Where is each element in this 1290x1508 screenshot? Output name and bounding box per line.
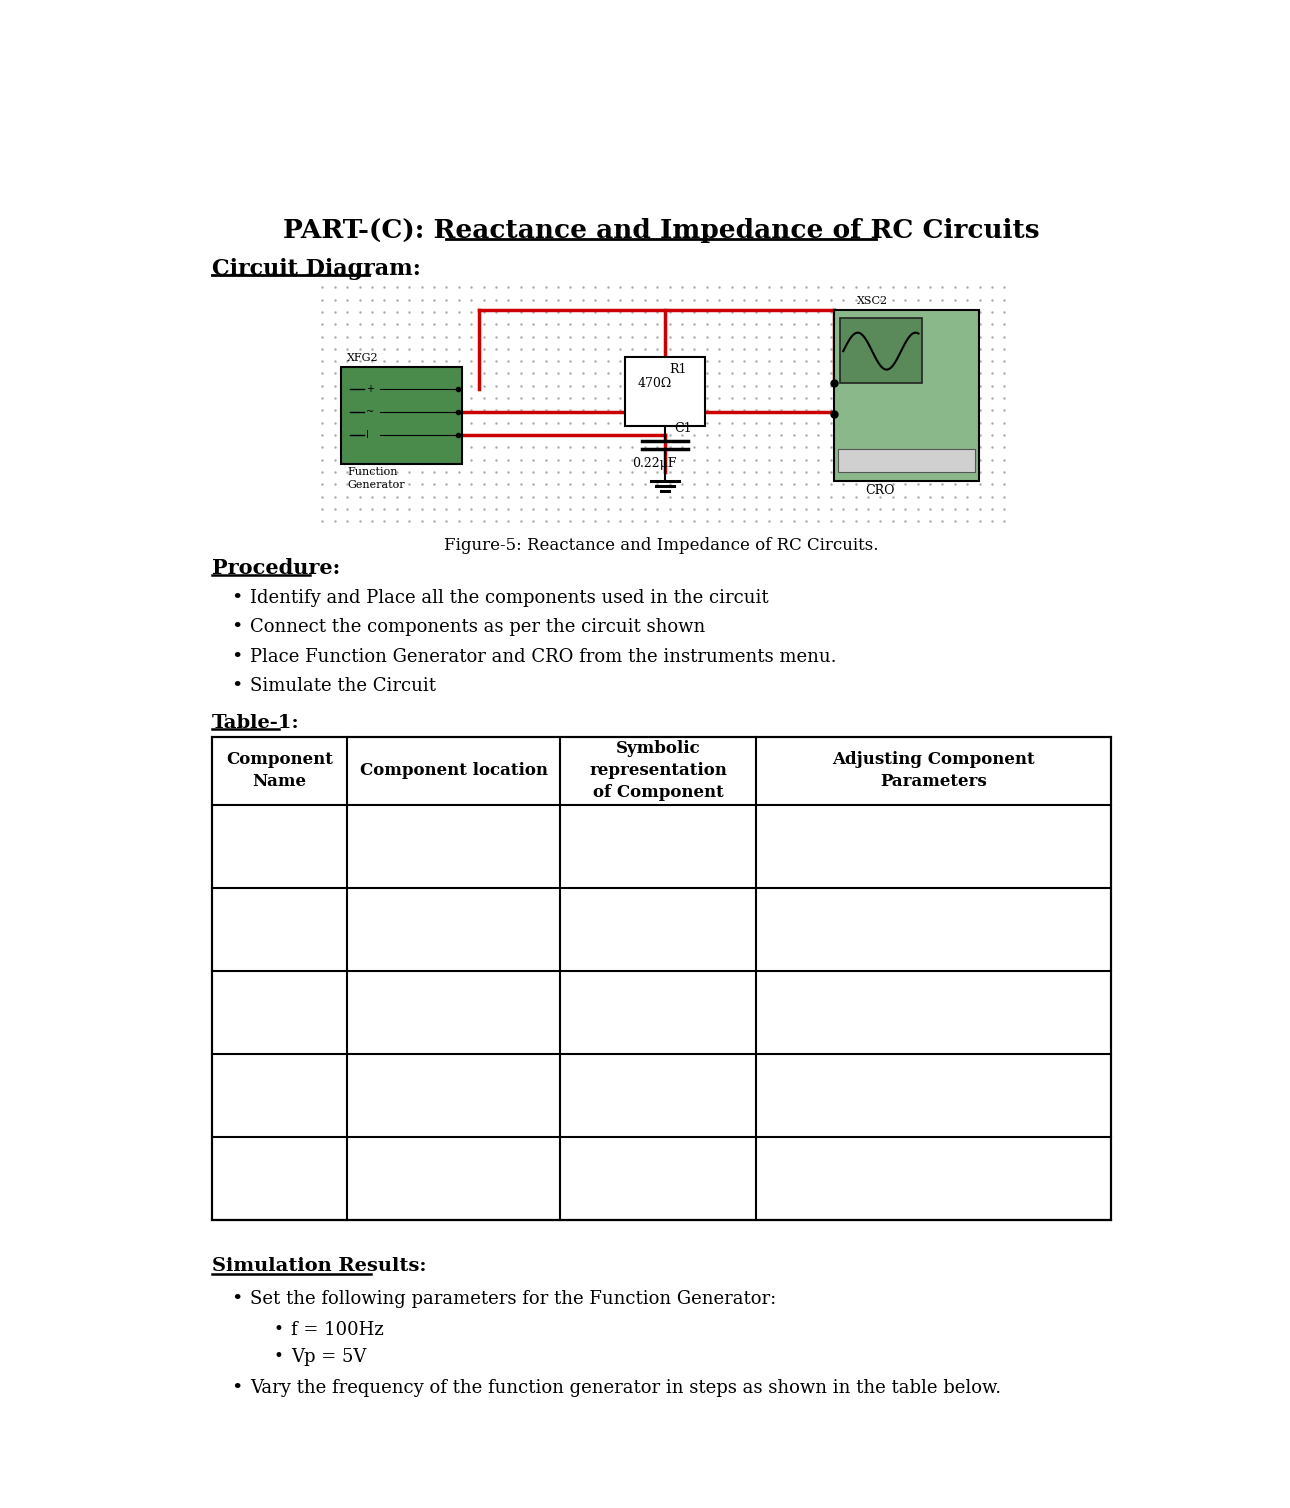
Bar [837,449,975,472]
Text: XSC2: XSC2 [857,296,889,306]
Text: 470Ω: 470Ω [637,377,672,391]
Text: XFG2: XFG2 [347,353,379,363]
Text: Function: Function [347,467,397,478]
Text: Adjusting Component
Parameters: Adjusting Component Parameters [832,751,1035,790]
Text: Symbolic
representation
of Component: Symbolic representation of Component [590,740,728,801]
Text: •: • [231,618,243,636]
Text: Place Function Generator and CRO from the instruments menu.: Place Function Generator and CRO from th… [250,647,837,665]
Text: +: + [366,385,374,394]
Text: Component
Name: Component Name [226,751,333,790]
Text: Table-1:: Table-1: [212,713,299,731]
Text: Identify and Place all the components used in the circuit: Identify and Place all the components us… [250,590,769,608]
Text: ~: ~ [366,407,374,416]
Text: •: • [231,590,243,608]
Bar [624,356,706,425]
Bar [341,368,462,464]
Text: 0.22μF: 0.22μF [632,457,677,469]
Text: Set the following parameters for the Function Generator:: Set the following parameters for the Fun… [250,1289,777,1307]
Text: Generator: Generator [347,480,405,490]
Text: f = 100Hz: f = 100Hz [292,1321,384,1339]
Text: Procedure:: Procedure: [212,558,339,578]
Text: R1: R1 [670,363,686,375]
Bar [840,318,921,383]
Text: I: I [366,430,369,440]
Text: Vary the frequency of the function generator in steps as shown in the table belo: Vary the frequency of the function gener… [250,1380,1001,1396]
Text: •: • [273,1348,284,1365]
Text: •: • [231,677,243,695]
Text: Circuit Diagram:: Circuit Diagram: [212,258,421,280]
Bar [833,311,979,481]
Text: •: • [231,1380,243,1396]
Text: CRO: CRO [866,484,894,498]
Bar [212,737,1111,1220]
Text: PART-(C): Reactance and Impedance of RC Circuits: PART-(C): Reactance and Impedance of RC … [283,219,1040,243]
Text: Figure-5: Reactance and Impedance of RC Circuits.: Figure-5: Reactance and Impedance of RC … [444,537,878,553]
Text: •: • [231,1289,243,1307]
Text: •: • [231,647,243,665]
Text: Simulation Results:: Simulation Results: [212,1258,426,1276]
Text: Vp = 5V: Vp = 5V [292,1348,366,1366]
Text: Simulate the Circuit: Simulate the Circuit [250,677,436,695]
Text: •: • [273,1321,284,1338]
Text: C1: C1 [675,422,691,436]
Text: Connect the components as per the circuit shown: Connect the components as per the circui… [250,618,706,636]
Text: Component location: Component location [360,762,548,780]
